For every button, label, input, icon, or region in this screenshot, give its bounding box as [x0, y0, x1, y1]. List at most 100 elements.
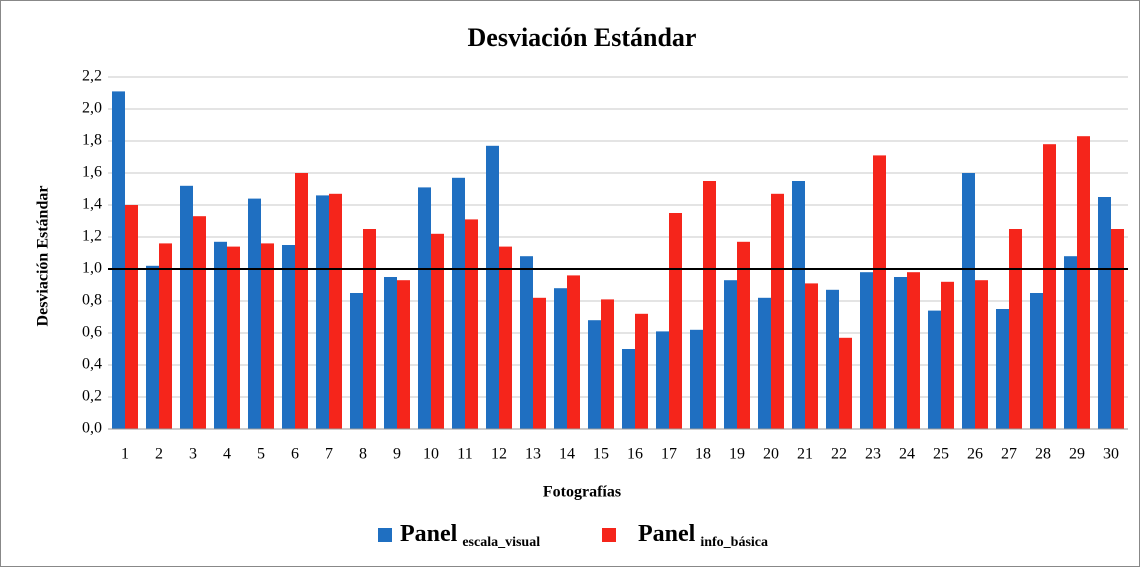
y-tick-label: 1,4: [82, 196, 102, 213]
y-tick-label: 0,2: [82, 388, 102, 405]
bar: [248, 198, 261, 429]
x-tick-label: 5: [257, 446, 265, 463]
x-tick-label: 16: [627, 446, 643, 463]
bar: [214, 241, 227, 429]
bar: [941, 281, 954, 429]
bar: [554, 288, 567, 429]
bar: [737, 241, 750, 429]
bar: [975, 280, 988, 429]
y-tick-label: 1,6: [82, 164, 102, 181]
bar: [839, 337, 852, 429]
bar: [316, 195, 329, 429]
bar: [1098, 197, 1111, 429]
bar: [873, 155, 886, 429]
bar: [703, 181, 716, 429]
y-tick-label: 1,8: [82, 132, 102, 149]
bar: [635, 313, 648, 429]
bar: [690, 329, 703, 429]
y-tick-label: 1,2: [82, 228, 102, 245]
bar: [656, 331, 669, 429]
bar: [1009, 229, 1022, 429]
x-tick-label: 27: [1001, 446, 1017, 463]
bar: [860, 272, 873, 429]
x-tick-label: 29: [1069, 446, 1085, 463]
y-axis-label: Desviación Estándar: [35, 186, 52, 327]
bar: [384, 277, 397, 429]
bar: [1111, 229, 1124, 429]
bar: [758, 297, 771, 429]
x-tick-label: 17: [661, 446, 677, 463]
x-tick-label: 8: [359, 446, 367, 463]
bar: [724, 280, 737, 429]
bar: [180, 185, 193, 429]
x-tick-label: 23: [865, 446, 881, 463]
bar: [622, 349, 635, 429]
bar: [928, 310, 941, 429]
x-tick-label: 6: [291, 446, 299, 463]
x-tick-label: 13: [525, 446, 541, 463]
bar: [1030, 293, 1043, 429]
bar: [792, 181, 805, 429]
x-tick-label: 28: [1035, 446, 1051, 463]
bar: [261, 243, 274, 429]
bar: [567, 275, 580, 429]
legend-label: Panel escala_visual: [400, 521, 540, 551]
x-tick-label: 18: [695, 446, 711, 463]
bar: [499, 246, 512, 429]
bar: [894, 277, 907, 429]
bar: [669, 213, 682, 429]
x-tick-label: 25: [933, 446, 949, 463]
y-tick-label: 0,0: [82, 420, 102, 437]
x-tick-label: 1: [121, 446, 129, 463]
legend-swatch: [602, 528, 616, 542]
bar: [159, 243, 172, 429]
x-tick-label: 24: [899, 446, 915, 463]
bar: [431, 233, 444, 429]
x-tick-label: 20: [763, 446, 779, 463]
bar: [282, 245, 295, 429]
x-tick-label: 3: [189, 446, 197, 463]
x-tick-label: 26: [967, 446, 983, 463]
x-axis-label: Fotografías: [543, 484, 621, 501]
legend-label: Panel info_básica: [638, 521, 768, 551]
bar: [418, 187, 431, 429]
bar: [295, 173, 308, 429]
x-tick-label: 14: [559, 446, 575, 463]
bar: [329, 193, 342, 429]
bar: [1064, 256, 1077, 429]
chart-title: Desviación Estándar: [468, 23, 697, 52]
bar: [1077, 136, 1090, 429]
bar: [601, 299, 614, 429]
y-tick-label: 0,8: [82, 292, 102, 309]
bar: [350, 293, 363, 429]
legend-name: Panel: [638, 521, 696, 547]
x-tick-label: 10: [423, 446, 439, 463]
y-tick-label: 0,4: [82, 356, 102, 373]
x-tick-label: 4: [223, 446, 231, 463]
bar: [996, 309, 1009, 429]
legend-subscript: info_básica: [700, 535, 768, 550]
bar: [826, 289, 839, 429]
bar: [397, 280, 410, 429]
bar: [452, 177, 465, 429]
legend-swatch: [378, 528, 392, 542]
bar: [962, 173, 975, 429]
x-tick-label: 12: [491, 446, 507, 463]
bar: [486, 145, 499, 430]
x-tick-label: 30: [1103, 446, 1119, 463]
x-tick-label: 22: [831, 446, 847, 463]
y-tick-label: 0,6: [82, 324, 102, 341]
x-tick-label: 21: [797, 446, 813, 463]
bar: [533, 297, 546, 429]
bar: [146, 265, 159, 429]
y-tick-label: 2,0: [82, 100, 102, 117]
x-tick-label: 19: [729, 446, 745, 463]
bar: [465, 219, 478, 429]
bar: [112, 91, 125, 430]
y-tick-label: 1,0: [82, 260, 102, 277]
x-tick-label: 11: [457, 446, 472, 463]
legend-subscript: escala_visual: [462, 535, 540, 550]
bar: [520, 256, 533, 429]
